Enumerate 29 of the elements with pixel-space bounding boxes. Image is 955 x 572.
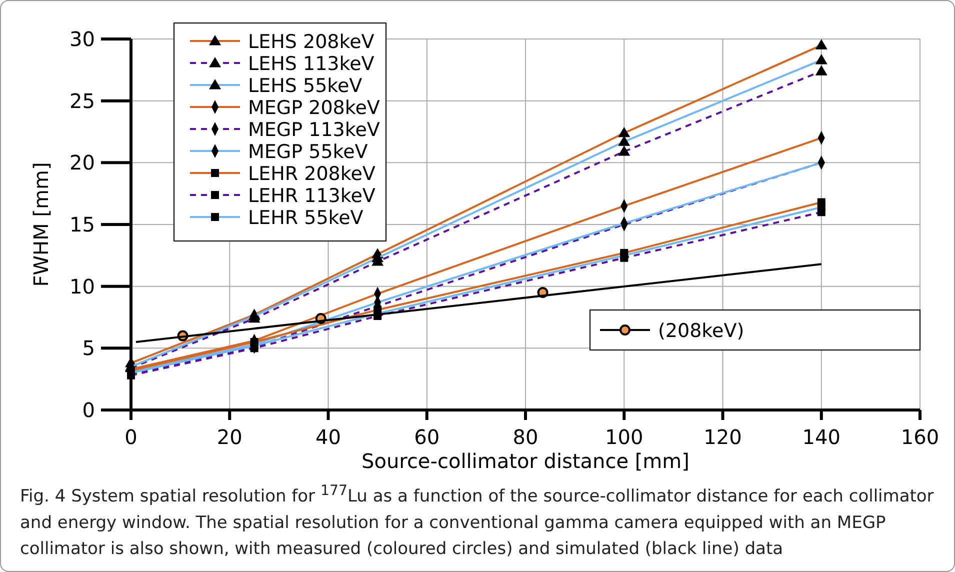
x-axis-title: Source-collimator distance [mm] [362,449,690,473]
caption: Fig. 4 System spatial resolution for $^{177}$Lu as a function of the source-collimator distance for each collimator and energy window. The spatial resolution for a conventional gamma camera equipped with an MEGP collimator is also shown, with measured (coloured circles) and simulated (black line) data [20,482,935,561]
legend-label: LEHR 55keV [248,207,364,229]
y-tick-label: 20 [70,150,95,175]
legend-label: MEGP 113keV [248,119,380,141]
y-tick-label: 30 [70,27,95,51]
y-tick-label: 10 [70,274,95,298]
legend-label: LEHS 113keV [248,53,374,75]
x-tick-label: 0 [124,425,138,449]
y-tick-label: 25 [70,88,95,113]
y-tick-label: 5 [82,336,95,360]
y-tick-label: 0 [82,398,95,422]
legend-label: MEGP 208keV [248,97,380,119]
legend-label: (208keV) [658,320,744,342]
x-tick-label: 100 [605,425,644,449]
legend-label: MEGP 55keV [248,141,368,163]
x-tick-label: 60 [414,425,440,449]
x-tick-label: 120 [704,425,742,449]
x-tick-label: 140 [802,425,840,449]
legend-label: LEHR 113keV [248,185,376,207]
y-axis-title: FWHM [mm] [29,162,53,287]
x-tick-label: 40 [316,425,341,449]
legend-label: LEHS 55keV [248,75,362,97]
legend-label: LEHS 208keV [248,31,374,53]
y-tick-label: 15 [70,212,95,236]
legend-label: LEHR 208keV [248,163,376,185]
x-tick-label: 20 [216,425,242,449]
x-tick-label: 160 [900,425,940,449]
x-tick-label: 80 [512,425,538,449]
